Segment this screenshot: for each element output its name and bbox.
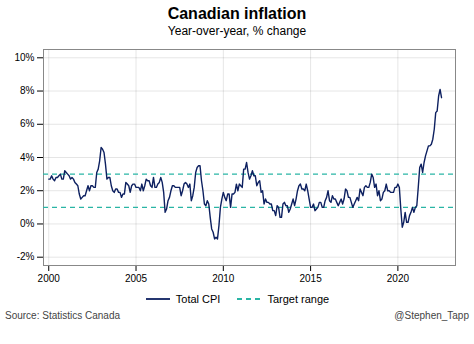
svg-text:2010: 2010 (212, 273, 235, 284)
svg-text:8%: 8% (20, 85, 35, 96)
svg-text:6%: 6% (20, 118, 35, 129)
html-text:@Stephen_Tapp: @Stephen_Tapp (394, 310, 469, 321)
html-text:Year-over-year, % change: Year-over-year, % change (167, 24, 307, 38)
svg-text:-2%: -2% (17, 251, 35, 262)
svg-text:0%: 0% (20, 218, 35, 229)
html-text:Source: Statistics Canada: Source: Statistics Canada (5, 310, 121, 321)
svg-text:2%: 2% (20, 185, 35, 196)
html-text:Total CPI: Total CPI (175, 293, 221, 305)
svg-text:4%: 4% (20, 152, 35, 163)
html-text:Target range: Target range (267, 293, 330, 305)
svg-text:2000: 2000 (38, 273, 61, 284)
html-text:Canadian inflation: Canadian inflation (167, 5, 307, 22)
svg-text:2015: 2015 (299, 273, 322, 284)
svg-text:2020: 2020 (387, 273, 410, 284)
svg-text:10%: 10% (14, 52, 34, 63)
svg-text:2005: 2005 (125, 273, 148, 284)
